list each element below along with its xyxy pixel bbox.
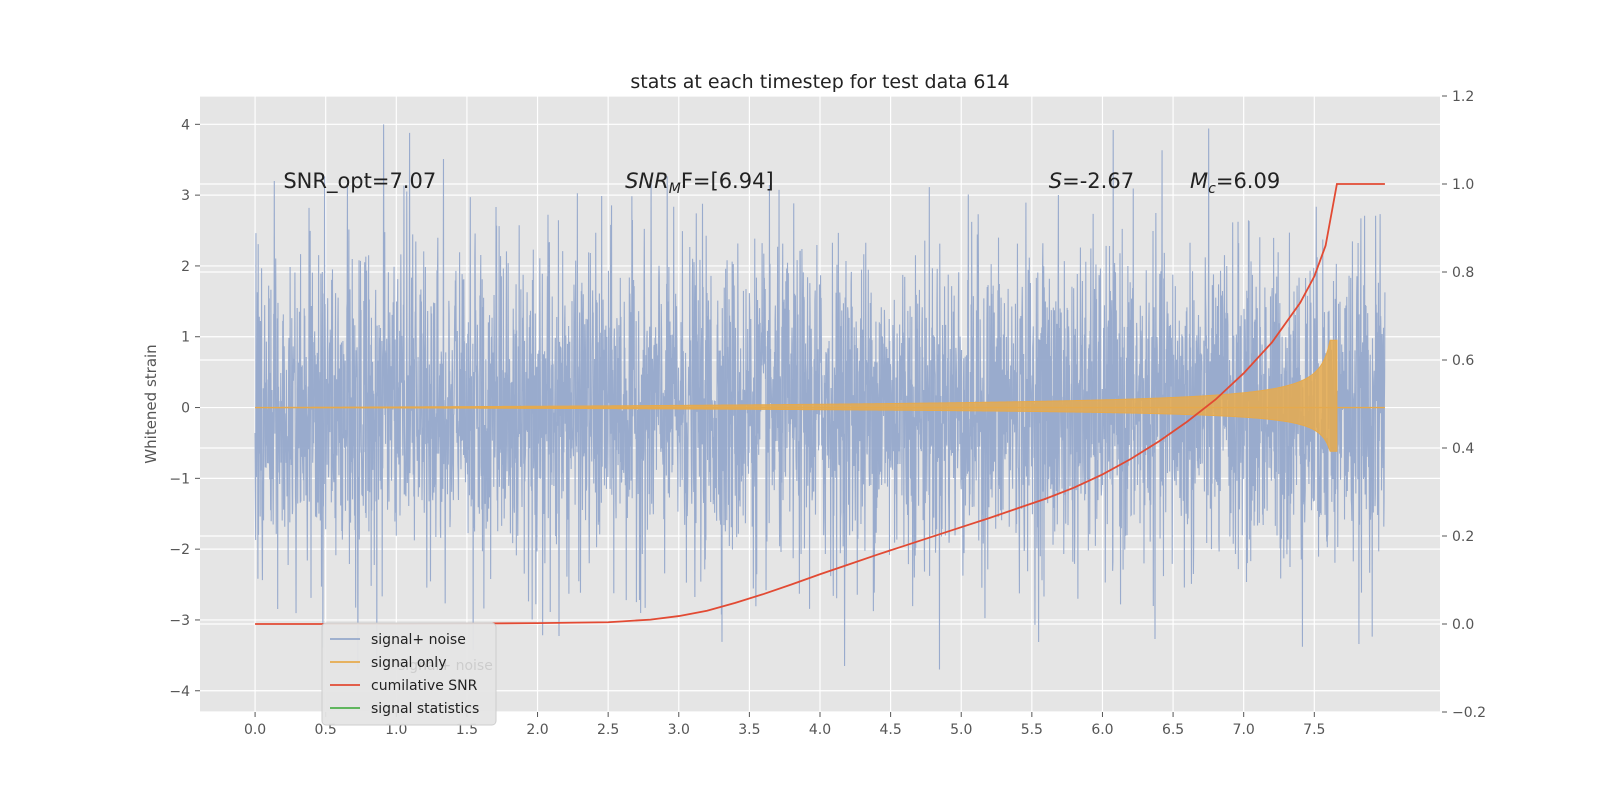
y-axis-left: 4 3 2 1 0 −1 −2 −3 −4 — [169, 117, 200, 700]
y2-tick-label: −0.2 — [1452, 705, 1486, 721]
annotation-value: =6.09 — [1216, 169, 1280, 193]
x-tick-label: 3.0 — [668, 722, 690, 738]
annotation-subscript: M — [669, 181, 681, 197]
y2-tick-label: 0.0 — [1452, 617, 1474, 633]
y-tick-label: −4 — [169, 684, 190, 700]
x-tick-label: 2.5 — [597, 722, 619, 738]
annotations: SNR_opt=7.07 SNRMF=[6.94] S=-2.67 Mc=6.09 — [283, 169, 1280, 197]
y2-tick-label: 1.2 — [1452, 89, 1474, 105]
y-axis-right: 1.2 1.0 0.8 0.6 0.4 0.2 0.0 −0.2 — [1442, 89, 1486, 721]
y-tick-label: −2 — [169, 542, 190, 558]
y2-tick-label: 0.4 — [1452, 441, 1474, 457]
annotation-value: =-2.67 — [1062, 169, 1134, 193]
y2-tick-label: 0.8 — [1452, 265, 1474, 281]
legend-label: signal+ noise — [371, 632, 466, 648]
y-tick-label: 0 — [181, 401, 190, 417]
legend-label: signal only — [371, 655, 446, 671]
x-tick-label: 0.5 — [315, 722, 337, 738]
y2-tick-label: 0.2 — [1452, 529, 1474, 545]
y-tick-label: −1 — [169, 471, 190, 487]
y-tick-label: 2 — [181, 259, 190, 275]
legend-label: cumilative SNR — [371, 678, 478, 694]
x-tick-label: 4.5 — [879, 722, 901, 738]
x-tick-label: 1.5 — [456, 722, 478, 738]
annotation-symbol: SNR — [625, 169, 669, 193]
x-tick-label: 7.0 — [1233, 722, 1255, 738]
y2-tick-label: 1.0 — [1452, 177, 1474, 193]
y2-tick-label: 0.6 — [1452, 353, 1474, 369]
x-tick-label: 5.5 — [1021, 722, 1043, 738]
series-signal-only — [255, 339, 1385, 452]
x-tick-label: 3.5 — [738, 722, 760, 738]
chart-title: stats at each timestep for test data 614 — [630, 71, 1009, 93]
x-tick-label: 1.0 — [385, 722, 407, 738]
x-tick-label: 5.0 — [950, 722, 972, 738]
annotation-subscript: c — [1208, 181, 1216, 197]
legend-frame — [321, 622, 497, 726]
x-tick-label: 0.0 — [244, 722, 266, 738]
annotation-value: F=[6.94] — [681, 169, 774, 193]
y-tick-label: 3 — [181, 188, 190, 204]
y-tick-label: 4 — [181, 117, 190, 133]
x-tick-label: 4.0 — [809, 722, 831, 738]
x-tick-label: 2.0 — [526, 722, 548, 738]
series-cumulative-snr — [255, 183, 1385, 625]
cumulative-snr-line — [255, 183, 1385, 625]
x-axis: 0.0 0.5 1.0 1.5 2.0 2.5 3.0 3.5 4.0 4.5 5.0 5.5 6.0 6… — [244, 712, 1325, 738]
signal-only-area — [255, 339, 1338, 452]
legend-label: signal statistics — [371, 701, 479, 717]
annotation-symbol: S — [1049, 169, 1062, 193]
x-tick-label: 7.5 — [1303, 722, 1325, 738]
annotation-mc-stat: Mc=6.09 — [1190, 169, 1280, 197]
annotation-snr-opt: SNR_opt=7.07 — [283, 169, 436, 194]
y-tick-label: 1 — [181, 330, 190, 346]
annotation-s-stat: S=-2.67 — [1049, 169, 1134, 193]
x-tick-label: 6.0 — [1091, 722, 1113, 738]
legend-ghost-text: signal+ noise — [398, 658, 493, 674]
y-axis-label: Whitened strain — [142, 344, 160, 463]
annotation-symbol: M — [1190, 169, 1208, 193]
x-tick-label: 6.5 — [1162, 722, 1184, 738]
annotation-snr-mf: SNRMF=[6.94] — [625, 169, 774, 197]
y-tick-label: −3 — [169, 613, 190, 629]
